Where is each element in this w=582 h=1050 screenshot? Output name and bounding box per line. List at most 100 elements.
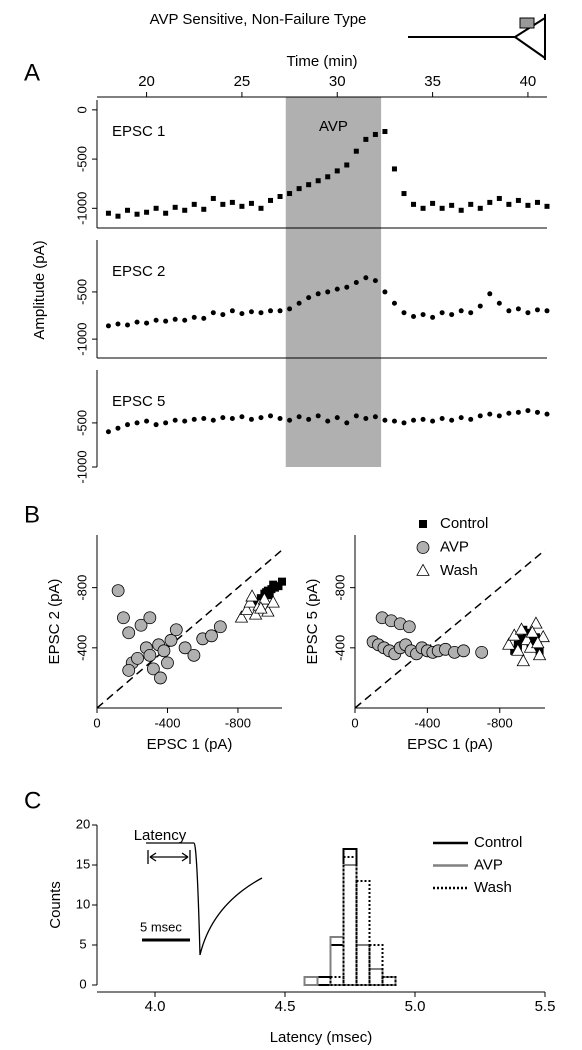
point xyxy=(178,641,192,655)
inset-label: 5 msec xyxy=(140,919,182,934)
point xyxy=(153,205,159,211)
point xyxy=(344,162,350,168)
point xyxy=(534,307,540,313)
y-tick-label: 15 xyxy=(76,856,90,871)
point xyxy=(534,409,540,415)
point xyxy=(515,306,521,312)
point xyxy=(325,289,331,295)
point xyxy=(507,628,521,641)
point xyxy=(306,295,312,301)
point xyxy=(487,199,493,205)
y-tick-label: 5 xyxy=(79,936,86,951)
point xyxy=(525,625,540,638)
point xyxy=(287,306,293,312)
point xyxy=(182,317,188,323)
series-label: EPSC 2 xyxy=(112,263,165,280)
x-tick-label: 40 xyxy=(520,73,537,90)
point xyxy=(544,203,550,209)
point xyxy=(353,148,359,154)
point xyxy=(163,420,169,426)
point xyxy=(125,207,131,213)
point xyxy=(143,648,157,662)
point xyxy=(416,563,430,576)
point xyxy=(182,207,188,213)
point xyxy=(274,582,283,591)
x-tick-label: 35 xyxy=(424,73,441,90)
histogram-bar xyxy=(342,864,358,986)
point xyxy=(531,635,545,649)
point xyxy=(268,308,274,314)
point xyxy=(402,620,416,634)
point xyxy=(344,420,350,426)
x-axis-label: EPSC 1 (pA) xyxy=(407,736,493,753)
histogram-bar xyxy=(368,944,384,986)
point xyxy=(506,308,512,314)
point xyxy=(296,300,302,306)
point xyxy=(458,308,464,314)
point xyxy=(213,620,227,634)
point xyxy=(391,418,397,424)
point xyxy=(239,311,245,317)
point xyxy=(334,168,340,174)
point xyxy=(239,203,245,209)
point xyxy=(287,417,293,423)
point xyxy=(122,663,136,677)
panel-label: A xyxy=(24,59,40,86)
point xyxy=(401,420,407,426)
point xyxy=(372,278,378,284)
x-axis-label: Time (min) xyxy=(286,53,357,70)
point xyxy=(325,174,331,180)
point xyxy=(420,416,426,422)
histogram-bar xyxy=(316,976,332,986)
point xyxy=(515,197,521,203)
point xyxy=(439,416,445,421)
identity-line xyxy=(96,549,283,709)
point xyxy=(353,279,359,285)
point xyxy=(154,671,167,685)
y-tick-label: -800 xyxy=(332,575,347,601)
legend-label: Wash xyxy=(474,879,512,896)
point xyxy=(243,595,258,608)
point xyxy=(105,429,111,435)
y-tick-label: 0 xyxy=(74,106,89,113)
point xyxy=(544,411,550,417)
point xyxy=(134,211,140,217)
point xyxy=(134,618,148,632)
point xyxy=(239,414,245,420)
point xyxy=(372,414,378,420)
point xyxy=(169,623,183,637)
legend-label: Control xyxy=(474,834,522,851)
point xyxy=(234,610,249,623)
point xyxy=(382,417,388,423)
point xyxy=(334,415,340,421)
histogram-bar xyxy=(368,968,384,986)
point xyxy=(105,210,111,216)
point xyxy=(468,416,474,422)
point xyxy=(363,136,369,142)
point xyxy=(210,417,216,423)
histogram-bar xyxy=(368,968,384,986)
point xyxy=(325,418,331,424)
point xyxy=(191,201,197,207)
histogram-bar xyxy=(329,976,345,986)
point xyxy=(353,413,359,419)
point xyxy=(115,321,121,327)
y-tick-label: 20 xyxy=(76,816,90,831)
point xyxy=(496,195,502,201)
point xyxy=(210,310,216,316)
x-tick-label: 4.5 xyxy=(275,998,296,1015)
y-axis-label: EPSC 2 (pA) xyxy=(46,579,63,665)
point xyxy=(240,602,254,616)
histogram-bar xyxy=(355,944,371,986)
point xyxy=(277,416,283,421)
point xyxy=(201,206,207,212)
histogram-bar xyxy=(381,976,397,986)
point xyxy=(182,418,188,424)
point xyxy=(125,422,131,428)
point xyxy=(430,314,436,320)
point xyxy=(391,166,397,172)
point xyxy=(477,413,483,419)
y-axis-label: Counts xyxy=(47,881,64,929)
shade-label: AVP xyxy=(319,118,348,135)
point xyxy=(439,205,445,211)
